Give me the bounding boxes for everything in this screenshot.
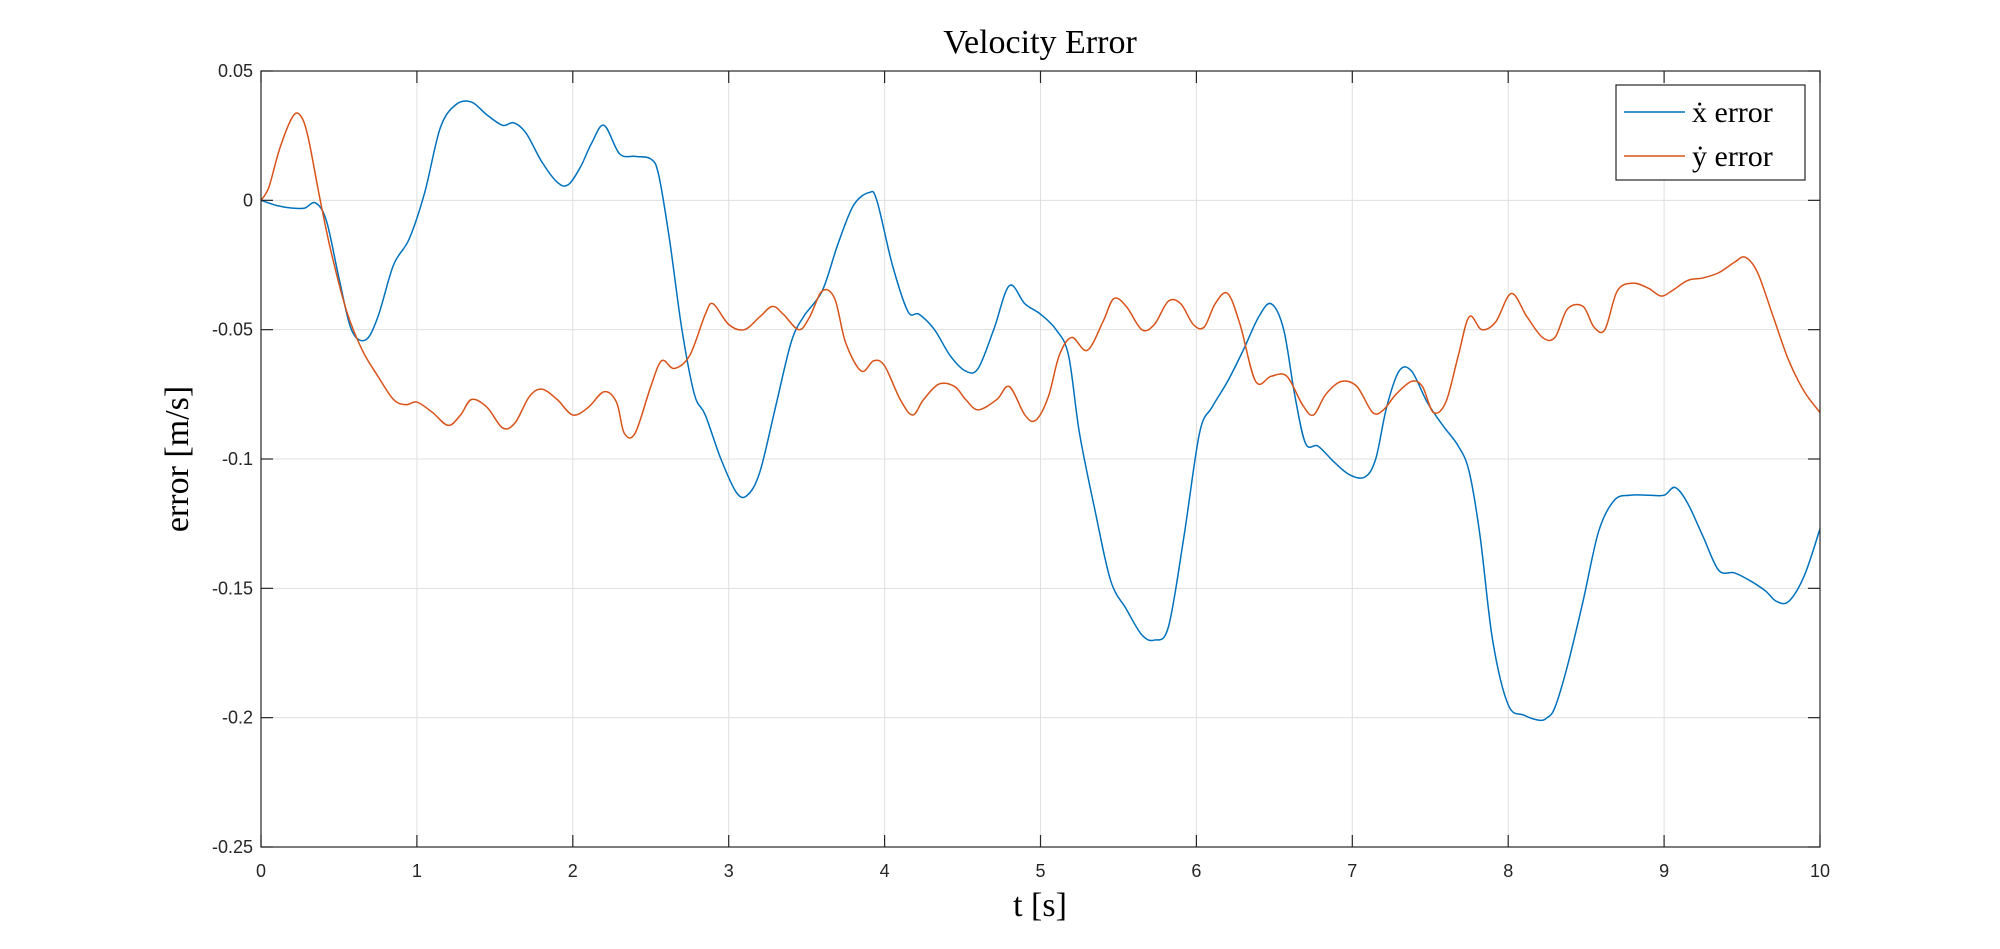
x-tick-label: 2 bbox=[568, 861, 578, 881]
y-tick-label: -0.1 bbox=[222, 449, 253, 469]
x-tick-label: 9 bbox=[1659, 861, 1669, 881]
legend-label-y-error: ẏ error bbox=[1692, 140, 1773, 173]
legend-label-x-error: ẋ error bbox=[1692, 96, 1773, 129]
legend-box bbox=[1615, 84, 1806, 181]
x-tick-label: 6 bbox=[1191, 861, 1201, 881]
y-tick-label: -0.05 bbox=[212, 320, 253, 340]
y-axis-label: error [m/s] bbox=[159, 386, 196, 532]
series-layer bbox=[260, 100, 1821, 722]
y-tick-label: 0 bbox=[243, 190, 253, 210]
x-error-line bbox=[260, 100, 1821, 722]
y-tick-label: -0.25 bbox=[212, 837, 253, 857]
x-tick-label: 3 bbox=[724, 861, 734, 881]
y-tick-label: 0.05 bbox=[218, 61, 253, 81]
x-tick-label: 7 bbox=[1347, 861, 1357, 881]
y-tick-label: -0.15 bbox=[212, 578, 253, 598]
grid bbox=[260, 70, 1821, 848]
x-tick-label: 8 bbox=[1503, 861, 1513, 881]
x-tick-label: 5 bbox=[1035, 861, 1045, 881]
x-tick-labels: 0 1 2 3 4 5 6 7 8 9 10 bbox=[256, 861, 1830, 881]
y-error-line bbox=[260, 112, 1821, 439]
legend: ẋ error ẏ error bbox=[1615, 84, 1806, 181]
ticks bbox=[260, 70, 1821, 848]
x-axis-label: t [s] bbox=[1013, 887, 1067, 924]
y-tick-label: -0.2 bbox=[222, 708, 253, 728]
x-tick-label: 10 bbox=[1810, 861, 1830, 881]
x-tick-label: 1 bbox=[412, 861, 422, 881]
chart-title: Velocity Error bbox=[943, 24, 1137, 61]
y-tick-labels: 0.05 0 -0.05 -0.1 -0.15 -0.2 -0.25 bbox=[212, 61, 253, 857]
x-tick-label: 4 bbox=[880, 861, 890, 881]
x-tick-label: 0 bbox=[256, 861, 266, 881]
